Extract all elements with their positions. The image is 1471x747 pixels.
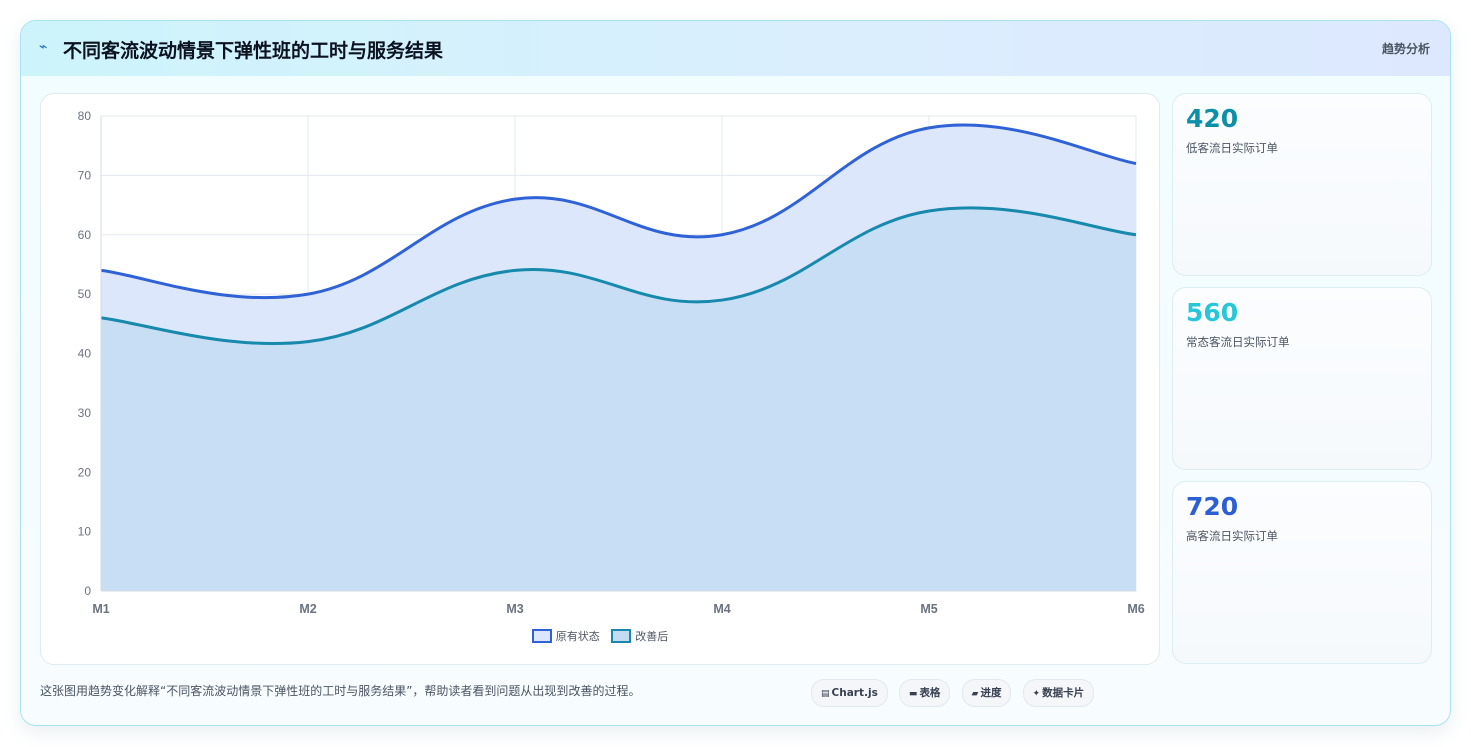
chart-icon: ▤ [821, 689, 830, 699]
x-tick-label: M4 [713, 602, 730, 616]
area-chart: 0 10 20 30 40 50 60 70 80 M1 M2 M3 M4 M5 M6 [78, 109, 1145, 616]
chip-label: Chart.js [831, 687, 878, 699]
kpi-card-high: 720 高客流日实际订单 [1172, 481, 1432, 664]
x-tick-label: M5 [920, 602, 937, 616]
y-tick-label: 40 [78, 347, 92, 361]
legend-swatch-original [531, 629, 552, 643]
chip-table[interactable]: ▬ 表格 [898, 679, 951, 707]
card-header: ⌁ 不同客流波动情景下弹性班的工时与服务结果 趋势分析 [21, 21, 1450, 76]
y-tick-label: 0 [84, 584, 91, 598]
chart-legend: 原有状态 改善后 [41, 628, 1159, 644]
chip-chartjs[interactable]: ▤ Chart.js [811, 679, 888, 707]
chip-label: 表格 [919, 687, 941, 699]
kpi-label: 低客流日实际订单 [1186, 141, 1278, 155]
x-tick-label: M2 [299, 602, 316, 616]
y-tick-label: 70 [78, 168, 92, 182]
y-tick-label: 60 [78, 228, 92, 242]
y-tick-label: 20 [78, 465, 92, 479]
chip-label: 数据卡片 [1042, 687, 1085, 699]
kpi-value: 720 [1186, 492, 1239, 521]
legend-label-improved: 改善后 [635, 630, 669, 643]
x-tick-label: M1 [92, 602, 109, 616]
kpi-card-low: 420 低客流日实际订单 [1172, 93, 1432, 276]
chip-data-card[interactable]: ✦ 数据卡片 [1022, 679, 1095, 707]
pulse-icon: ⌁ [39, 39, 48, 55]
progress-icon: ▰ [971, 689, 979, 699]
page-title: 不同客流波动情景下弹性班的工时与服务结果 [63, 40, 444, 62]
legend-swatch-improved [611, 629, 632, 643]
kpi-value: 560 [1186, 298, 1239, 327]
series-line-original [100, 123, 1137, 300]
chart-caption: 这张图用趋势变化解释“不同客流波动情景下弹性班的工时与服务结果”，帮助读者看到问… [40, 684, 641, 698]
y-tick-label: 30 [78, 406, 92, 420]
y-tick-label: 10 [78, 525, 92, 539]
tech-chips: ▤ Chart.js ▬ 表格 ▰ 进度 ✦ 数据卡片 [811, 679, 1100, 707]
chip-progress[interactable]: ▰ 进度 [961, 679, 1012, 707]
chart-panel: 0 10 20 30 40 50 60 70 80 M1 M2 M3 M4 M5 M6 原有状态 改善后 [40, 93, 1160, 665]
x-tick-label: M6 [1127, 602, 1144, 616]
dashboard-card: ⌁ 不同客流波动情景下弹性班的工时与服务结果 趋势分析 0 10 20 30 40 50 6… [20, 20, 1451, 726]
kpi-value: 420 [1186, 104, 1239, 133]
kpi-label: 高客流日实际订单 [1186, 529, 1278, 543]
area-fill-improved [101, 207, 1136, 591]
kpi-card-normal: 560 常态客流日实际订单 [1172, 287, 1432, 470]
table-icon: ▬ [908, 689, 918, 699]
legend-label-original: 原有状态 [555, 630, 600, 643]
chip-label: 进度 [980, 687, 1002, 699]
kpi-label: 常态客流日实际订单 [1186, 335, 1290, 349]
y-tick-label: 80 [78, 109, 92, 123]
card-icon: ✦ [1032, 689, 1041, 699]
x-tick-label: M3 [506, 602, 523, 616]
header-tag: 趋势分析 [1381, 42, 1430, 56]
legend-item-improved[interactable]: 改善后 [611, 628, 668, 644]
legend-item-original[interactable]: 原有状态 [531, 628, 600, 644]
series-line-improved [100, 206, 1137, 346]
y-tick-label: 50 [78, 287, 92, 301]
